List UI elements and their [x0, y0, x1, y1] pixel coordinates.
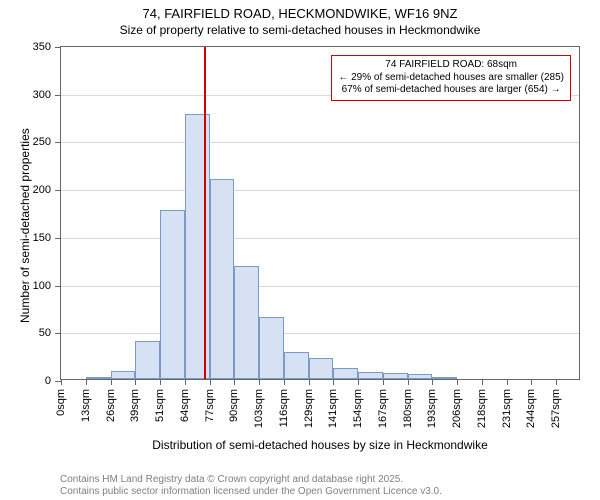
bar [135, 341, 160, 379]
ytick-label: 350 [33, 41, 61, 53]
bar [358, 372, 383, 379]
ytick-label: 50 [39, 327, 61, 339]
xtick-label: 0sqm [55, 383, 67, 416]
ytick-label: 250 [33, 136, 61, 148]
gridline [61, 286, 579, 287]
ytick-label: 300 [33, 89, 61, 101]
xtick-label: 193sqm [426, 383, 438, 428]
xtick-label: 103sqm [253, 383, 265, 428]
xtick-label: 154sqm [352, 383, 364, 428]
xtick-label: 244sqm [525, 383, 537, 428]
xtick-label: 13sqm [80, 383, 92, 422]
footer-line2: Contains public sector information licen… [60, 486, 442, 498]
bar [86, 377, 111, 379]
info-box-line: 67% of semi-detached houses are larger (… [338, 84, 564, 97]
ytick-label: 150 [33, 232, 61, 244]
xtick-label: 116sqm [278, 383, 290, 427]
info-box: 74 FAIRFIELD ROAD: 68sqm← 29% of semi-de… [331, 55, 571, 101]
bar [210, 179, 235, 379]
xtick-label: 90sqm [228, 383, 240, 422]
ytick-label: 200 [33, 184, 61, 196]
ytick-label: 100 [33, 280, 61, 292]
bar [309, 358, 334, 379]
xtick-label: 141sqm [327, 383, 339, 428]
xtick-label: 231sqm [501, 383, 513, 428]
info-box-line: 74 FAIRFIELD ROAD: 68sqm [338, 59, 564, 72]
xtick-label: 180sqm [402, 383, 414, 428]
bar [284, 352, 309, 379]
plot-area: 0501001502002503003500sqm13sqm26sqm39sqm… [60, 46, 580, 380]
bar [111, 371, 136, 379]
gridline [61, 142, 579, 143]
gridline [61, 190, 579, 191]
bar [432, 377, 457, 379]
title-line1: 74, FAIRFIELD ROAD, HECKMONDWIKE, WF16 9… [0, 6, 600, 21]
chart-container: 74, FAIRFIELD ROAD, HECKMONDWIKE, WF16 9… [0, 0, 600, 500]
gridline [61, 238, 579, 239]
bar [234, 266, 259, 379]
title-line2: Size of property relative to semi-detach… [0, 23, 600, 37]
xtick-label: 39sqm [129, 383, 141, 422]
bar [259, 317, 284, 379]
xtick-label: 51sqm [154, 383, 166, 422]
xtick-label: 64sqm [179, 383, 191, 422]
xtick-label: 26sqm [105, 383, 117, 422]
footer: Contains HM Land Registry data © Crown c… [60, 474, 442, 498]
info-box-line: ← 29% of semi-detached houses are smalle… [338, 72, 564, 85]
title-block: 74, FAIRFIELD ROAD, HECKMONDWIKE, WF16 9… [0, 6, 600, 37]
xtick-label: 206sqm [451, 383, 463, 428]
gridline [61, 333, 579, 334]
xtick-label: 218sqm [476, 383, 488, 428]
xtick-label: 257sqm [550, 383, 562, 428]
xtick-label: 129sqm [303, 383, 315, 428]
yaxis-label: Number of semi-detached properties [18, 128, 32, 323]
reference-line [204, 47, 206, 379]
xtick-label: 77sqm [204, 383, 216, 422]
bar [333, 368, 358, 379]
xtick-label: 167sqm [377, 383, 389, 428]
bar [383, 373, 408, 379]
xaxis-label: Distribution of semi-detached houses by … [60, 438, 580, 452]
bar [408, 374, 433, 379]
bar [160, 210, 185, 379]
footer-line1: Contains HM Land Registry data © Crown c… [60, 474, 442, 486]
